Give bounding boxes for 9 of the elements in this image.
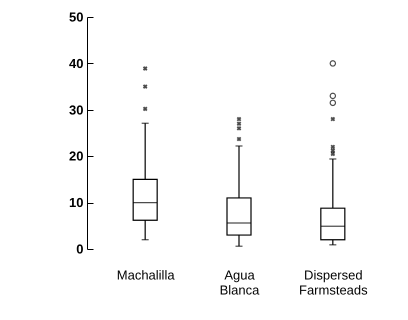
x-tick-label: Machalilla xyxy=(116,268,176,282)
y-tick-label: 30 xyxy=(69,102,84,118)
x-tick-label: Agua Blanca xyxy=(220,268,260,298)
y-tick-label: 20 xyxy=(69,148,84,164)
y-tick-label: 50 xyxy=(69,10,84,24)
y-tick-label: 40 xyxy=(69,56,84,71)
y-tick-label: 10 xyxy=(69,195,84,210)
x-tick-label: Dispersed Farmsteads xyxy=(299,268,368,298)
y-tick-label: 0 xyxy=(76,242,84,256)
